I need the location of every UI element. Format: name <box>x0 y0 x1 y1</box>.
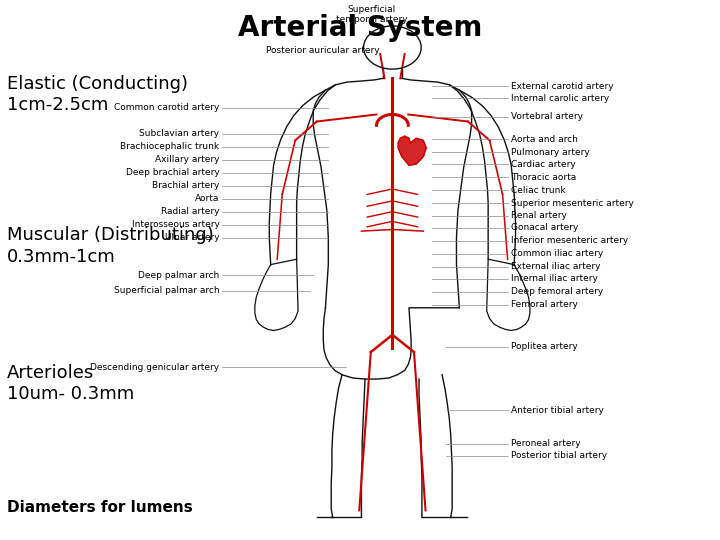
Text: Deep palmar arch: Deep palmar arch <box>138 271 220 280</box>
Text: Ulnar artery: Ulnar artery <box>165 233 220 242</box>
Text: Descending genicular artery: Descending genicular artery <box>91 363 220 372</box>
Polygon shape <box>398 136 426 165</box>
Text: Internal iliac artery: Internal iliac artery <box>511 274 598 283</box>
Text: Brachial artery: Brachial artery <box>152 181 220 190</box>
Text: External iliac artery: External iliac artery <box>511 262 600 271</box>
Text: Interosseous artery: Interosseous artery <box>132 220 220 229</box>
Text: Internal carolic artery: Internal carolic artery <box>511 94 609 103</box>
Text: Common carotid artery: Common carotid artery <box>114 104 220 112</box>
Text: Superficial palmar arch: Superficial palmar arch <box>114 286 220 295</box>
Text: Axillary artery: Axillary artery <box>155 156 220 164</box>
Text: Pulmonary artery: Pulmonary artery <box>511 148 590 157</box>
Text: Posterior tibial artery: Posterior tibial artery <box>511 451 608 460</box>
Text: Brachiocephalic trunk: Brachiocephalic trunk <box>120 143 220 151</box>
Text: Gonacal artery: Gonacal artery <box>511 224 579 232</box>
Text: Peroneal artery: Peroneal artery <box>511 440 581 448</box>
Text: Vortebral artery: Vortebral artery <box>511 112 583 121</box>
Text: External carotid artery: External carotid artery <box>511 82 614 91</box>
Text: Diameters for lumens: Diameters for lumens <box>7 500 193 515</box>
Text: Common iliac artery: Common iliac artery <box>511 249 603 258</box>
Text: Elastic (Conducting): Elastic (Conducting) <box>7 75 188 93</box>
Text: Renal artery: Renal artery <box>511 212 567 220</box>
Text: Poplitea artery: Poplitea artery <box>511 342 578 351</box>
Text: Anterior tibial artery: Anterior tibial artery <box>511 406 604 415</box>
Text: 1cm-2.5cm: 1cm-2.5cm <box>7 96 109 114</box>
Text: 10um- 0.3mm: 10um- 0.3mm <box>7 385 135 403</box>
Text: Muscular (Distributing): Muscular (Distributing) <box>7 226 214 244</box>
Text: Deep brachial artery: Deep brachial artery <box>126 168 220 177</box>
Text: Cardiac artery: Cardiac artery <box>511 160 576 168</box>
Text: Deep femoral artery: Deep femoral artery <box>511 287 603 296</box>
Text: Subclavian artery: Subclavian artery <box>140 130 220 138</box>
Text: Superficial
temporal artery: Superficial temporal artery <box>336 5 408 24</box>
Text: Arterioles: Arterioles <box>7 363 94 382</box>
Text: Thoracic aorta: Thoracic aorta <box>511 173 577 181</box>
Text: Celiac trunk: Celiac trunk <box>511 186 566 194</box>
Text: Radial artery: Radial artery <box>161 207 220 216</box>
Text: Aorta: Aorta <box>195 194 220 203</box>
Text: Superior mesenteric artery: Superior mesenteric artery <box>511 199 634 207</box>
Text: Posterior auricular artery: Posterior auricular artery <box>266 46 379 55</box>
Text: 0.3mm-1cm: 0.3mm-1cm <box>7 247 116 266</box>
Text: Aorta and arch: Aorta and arch <box>511 135 578 144</box>
Text: Arterial System: Arterial System <box>238 14 482 42</box>
Text: Femoral artery: Femoral artery <box>511 300 578 309</box>
Text: Inferior mesenteric artery: Inferior mesenteric artery <box>511 237 629 245</box>
